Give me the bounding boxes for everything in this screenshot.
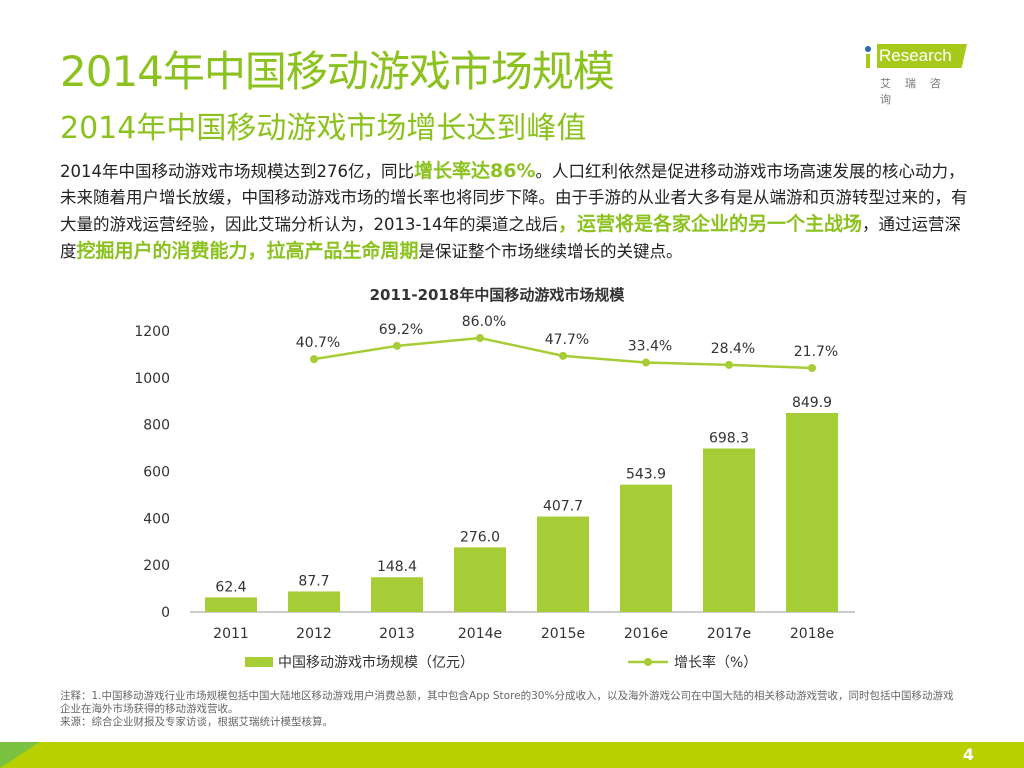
- footer-bar: 4: [0, 742, 1024, 768]
- body-highlight-3: 挖掘用户的消费能力，拉高产品生命周期: [76, 240, 419, 262]
- y-tick-label: 1200: [134, 324, 170, 340]
- bar: [454, 547, 506, 612]
- legend-line-label: 增长率（%）: [674, 654, 757, 671]
- note-text: 注释：1.中国移动游戏行业市场规模包括中国大陆地区移动游戏用户消费总额，其中包含…: [60, 690, 954, 715]
- bar: [703, 448, 755, 612]
- legend-bar-label: 中国移动游戏市场规模（亿元）: [278, 654, 474, 671]
- growth-point: [559, 351, 567, 360]
- bar-data-label: 543.9: [626, 467, 666, 483]
- bar-data-label: 148.4: [377, 559, 417, 575]
- x-tick-label: 2018e: [790, 626, 834, 642]
- logo-dot: [865, 46, 871, 52]
- body-p2: 。人口红利依然是促进移动游戏市场高速发展的核心动力，未来随着用户增长放缓，中国移…: [60, 162, 968, 234]
- y-tick-label: 0: [161, 605, 170, 621]
- bar-data-label: 849.9: [792, 395, 832, 411]
- legend-bar-swatch: [245, 657, 273, 667]
- body-highlight-1: 增长率达86%: [414, 160, 536, 182]
- bar-data-label: 407.7: [543, 499, 583, 515]
- x-tick-label: 2016e: [624, 626, 668, 642]
- x-tick-label: 2013: [379, 626, 415, 642]
- y-tick-label: 200: [143, 558, 170, 574]
- growth-data-label: 47.7%: [545, 332, 589, 348]
- source-text: 来源：综合企业财报及专家访谈，根据艾瑞统计模型核算。: [60, 716, 333, 728]
- bar-data-label: 698.3: [709, 430, 749, 446]
- iresearch-logo: Research 艾瑞咨询: [860, 40, 970, 106]
- bar-data-label: 87.7: [298, 573, 329, 589]
- page-subtitle: 2014年中国移动游戏市场增长达到峰值: [60, 111, 587, 146]
- growth-data-label: 28.4%: [711, 341, 755, 357]
- body-highlight-2: ，运营将是各家企业的另一个主战场: [557, 213, 862, 235]
- y-tick-label: 400: [143, 511, 170, 527]
- growth-point: [476, 333, 484, 342]
- x-tick-label: 2017e: [707, 626, 751, 642]
- y-tick-label: 1000: [134, 371, 170, 387]
- body-p4: 是保证整个市场继续增长的关键点。: [418, 242, 683, 261]
- growth-point: [642, 358, 650, 367]
- body-p3: ，通过运营深度: [60, 215, 961, 261]
- page-number: 4: [962, 745, 974, 764]
- x-tick-label: 2012: [296, 626, 332, 642]
- bar-data-label: 276.0: [460, 529, 500, 545]
- growth-data-label: 86.0%: [462, 314, 506, 330]
- growth-point: [310, 355, 318, 364]
- bar: [371, 577, 423, 612]
- bar: [205, 597, 257, 612]
- logo-brand: Research: [877, 44, 967, 68]
- bar: [786, 412, 838, 612]
- x-tick-label: 2011: [213, 626, 249, 642]
- chart-title: 2011-2018年中国移动游戏市场规模: [370, 286, 626, 304]
- x-tick-label: 2015e: [541, 626, 585, 642]
- bar: [288, 591, 340, 612]
- growth-data-label: 33.4%: [628, 339, 672, 355]
- y-tick-label: 800: [143, 418, 170, 434]
- legend-line-marker: [644, 658, 652, 666]
- y-tick-label: 600: [143, 465, 170, 481]
- logo-cn: 艾瑞咨询: [880, 77, 955, 106]
- page-title: 2014年中国移动游戏市场规模: [60, 47, 615, 96]
- body-p1: 2014年中国移动游戏市场规模达到276亿，同比: [60, 162, 414, 181]
- growth-point: [393, 341, 401, 350]
- chart: 2011-2018年中国移动游戏市场规模 0 200 400 600 800 1000 120…: [134, 286, 855, 671]
- footnotes: 注释：1.中国移动游戏行业市场规模包括中国大陆地区移动游戏用户消费总额，其中包含…: [60, 690, 960, 729]
- bar-data-label: 62.4: [215, 579, 246, 595]
- growth-point: [808, 364, 816, 372]
- growth-data-label: 69.2%: [379, 322, 423, 338]
- bar: [537, 516, 589, 612]
- growth-point: [725, 360, 733, 369]
- logo-i: [866, 54, 870, 68]
- footer-stripe: [0, 742, 40, 768]
- x-tick-label: 2014e: [458, 626, 502, 642]
- growth-data-label: 40.7%: [296, 335, 340, 351]
- growth-data-label: 21.7%: [794, 344, 838, 360]
- bar: [620, 484, 672, 612]
- body-text: 2014年中国移动游戏市场规模达到276亿，同比增长率达86%。人口红利依然是促…: [60, 158, 970, 265]
